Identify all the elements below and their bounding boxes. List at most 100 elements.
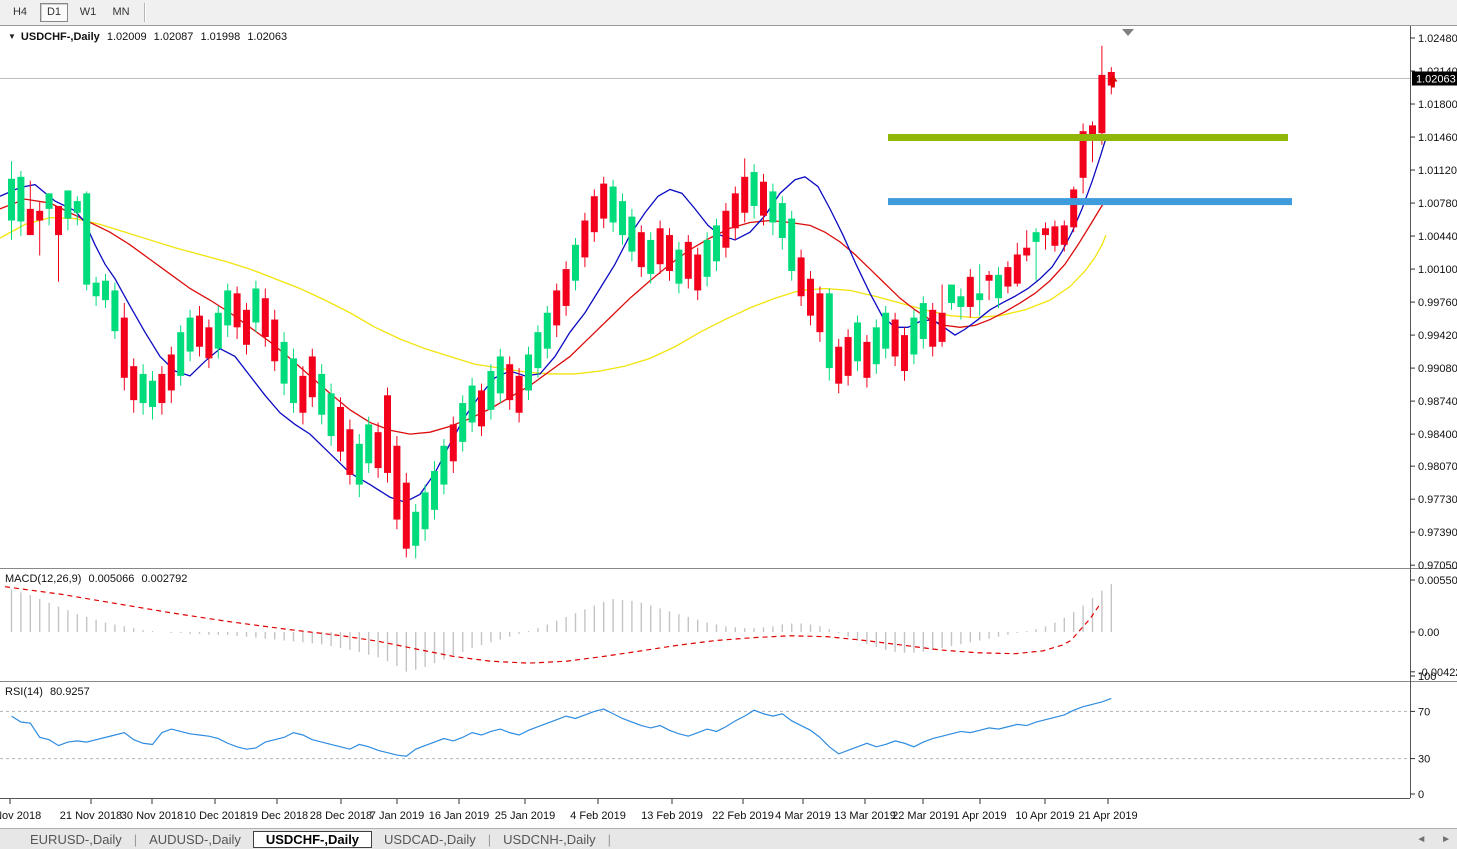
- candle-body: [957, 296, 965, 307]
- tab-audusd[interactable]: AUDUSD-,Daily: [149, 832, 241, 847]
- candle-body: [186, 317, 194, 352]
- candle-body: [1089, 125, 1096, 139]
- candle-body: [1023, 247, 1031, 256]
- tab-scroll-left-icon[interactable]: ◄: [1416, 834, 1427, 845]
- date-tick-label: 7 Jan 2019: [370, 810, 424, 822]
- current-price-tag: [1412, 71, 1457, 86]
- tab-scroll-right-icon[interactable]: ►: [1441, 834, 1451, 845]
- candle-body: [308, 356, 316, 398]
- rsi-scale-label: 100: [1418, 671, 1436, 683]
- candle-body: [487, 371, 495, 410]
- candle-body: [384, 395, 391, 473]
- price-tick-label: 1.02480: [1418, 33, 1457, 45]
- candle-body: [280, 341, 288, 384]
- candle-body: [731, 193, 739, 229]
- candle-body: [1079, 131, 1087, 178]
- candle-body: [553, 290, 561, 326]
- candle-body: [252, 288, 260, 323]
- date-tick-label: 4 Feb 2019: [570, 810, 626, 822]
- candle-body: [158, 373, 166, 404]
- date-tick-label: 30 Nov 2018: [121, 810, 183, 822]
- date-tick-label: 25 Jan 2019: [495, 810, 556, 822]
- trade-arrow-icon[interactable]: [1108, 75, 1118, 88]
- tab-separator: |: [487, 832, 492, 847]
- candle-body: [73, 201, 81, 213]
- ma-fast-line: [0, 137, 1107, 503]
- timeframe-button-d1[interactable]: D1: [40, 3, 68, 22]
- tab-usdcad[interactable]: USDCAD-,Daily: [384, 832, 476, 847]
- candle-body: [515, 375, 523, 413]
- candle-body: [440, 445, 448, 485]
- candle-body: [139, 373, 147, 404]
- period-button-group: H4 D1 W1 MN: [0, 3, 134, 22]
- hline-support-blue[interactable]: [888, 198, 1292, 206]
- date-tick-label: 4 Mar 2019: [775, 810, 831, 822]
- candle-body: [534, 332, 542, 369]
- tab-usdchf[interactable]: USDCHF-,Daily: [252, 831, 373, 848]
- candle-body: [205, 327, 213, 359]
- candle-body: [966, 276, 974, 307]
- candle-body: [854, 322, 861, 362]
- date-tick-label: 16 Jan 2019: [429, 810, 490, 822]
- candle-body: [45, 193, 53, 209]
- price-tick-label: 0.98740: [1418, 396, 1457, 408]
- symbol-tabs: EURUSD-,Daily | AUDUSD-,Daily USDCHF-,Daily…: [18, 831, 611, 848]
- candle-body: [901, 335, 908, 372]
- candle-body: [290, 358, 297, 404]
- candle-body: [891, 319, 899, 357]
- candle-body: [92, 282, 100, 297]
- candle-body: [318, 373, 326, 415]
- date-tick-label: 13 Mar 2019: [834, 810, 896, 822]
- chart-canvas[interactable]: 1.024801.021401.018001.014601.011201.007…: [0, 26, 1457, 828]
- tab-separator: |: [133, 832, 138, 847]
- candle-body: [609, 186, 617, 223]
- candle-body: [177, 332, 185, 376]
- candle-body: [684, 241, 692, 279]
- price-tick-label: 1.00780: [1418, 198, 1457, 210]
- candle-body: [120, 317, 128, 378]
- symbol-period-label: USDCHF-,Daily: [20, 31, 100, 43]
- candle-body: [327, 393, 335, 437]
- macd-name: MACD(12,26,9): [5, 573, 82, 585]
- tab-usdcnh[interactable]: USDCNH-,Daily: [503, 832, 596, 847]
- hline-resistance-olive[interactable]: [888, 134, 1288, 142]
- symbol-dropdown-icon[interactable]: ▼: [8, 32, 16, 41]
- timeframe-button-w1[interactable]: W1: [79, 6, 97, 18]
- candle-body: [214, 312, 222, 349]
- chart-shift-triangle-icon[interactable]: [1122, 29, 1134, 36]
- candle-body: [261, 298, 269, 338]
- date-tick-label: 10 Apr 2019: [1015, 810, 1074, 822]
- candle-body: [656, 228, 664, 265]
- candle-body: [374, 432, 382, 469]
- rsi-value: 80.9257: [49, 686, 90, 698]
- candle-body: [694, 254, 702, 291]
- date-tick-label: 19 Dec 2018: [246, 810, 308, 822]
- macd-main-value: 0.005066: [88, 573, 135, 585]
- candle-body: [600, 183, 608, 219]
- candle-body: [337, 406, 344, 452]
- tab-eurusd[interactable]: EURUSD-,Daily: [30, 832, 122, 847]
- candle-body: [572, 244, 579, 281]
- timeframe-button-h4[interactable]: H4: [12, 6, 28, 18]
- rsi-line: [11, 697, 1112, 757]
- symbol-tab-bar: EURUSD-,Daily | AUDUSD-,Daily USDCHF-,Daily…: [0, 828, 1457, 849]
- candle-body: [590, 196, 598, 233]
- candle-body: [807, 278, 814, 316]
- macd-scale-label: -0.004221: [1418, 667, 1457, 679]
- date-tick-label: 22 Feb 2019: [712, 810, 774, 822]
- ma-slow-line: [0, 216, 1107, 375]
- candle-body: [722, 210, 730, 248]
- timeframe-button-mn[interactable]: MN: [112, 6, 130, 18]
- ohlc-low: 1.01998: [200, 31, 241, 43]
- candle-body: [816, 293, 824, 333]
- date-tick-label: 22 Mar 2019: [892, 810, 954, 822]
- candle-body: [1051, 226, 1059, 246]
- candle-body: [760, 181, 767, 216]
- date-tick-label: 12 Nov 2018: [0, 810, 41, 822]
- candle-body: [1032, 232, 1040, 242]
- candle-body: [55, 205, 62, 236]
- candle-body: [243, 309, 250, 345]
- candle-body: [346, 429, 354, 475]
- macd-scale-label: 0.005508: [1418, 575, 1457, 587]
